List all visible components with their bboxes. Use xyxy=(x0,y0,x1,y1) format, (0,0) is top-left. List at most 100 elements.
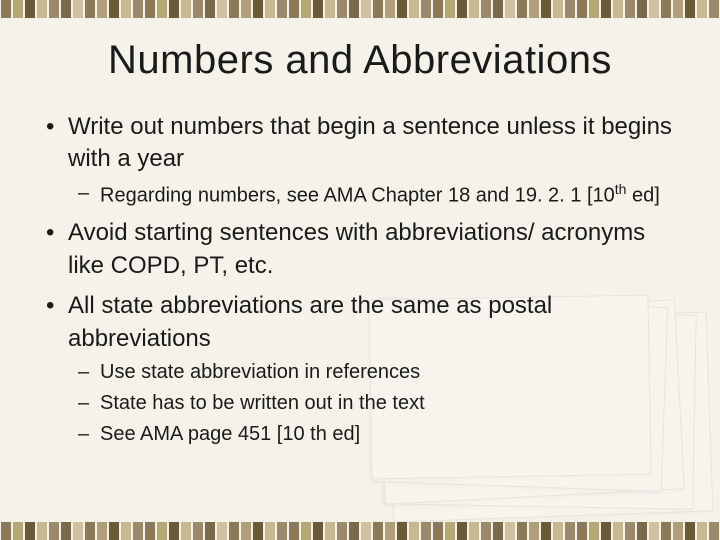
border-stripe xyxy=(313,522,323,540)
bullet-text: Avoid starting sentences with abbreviati… xyxy=(68,217,680,282)
border-stripe xyxy=(265,0,275,18)
border-stripe xyxy=(25,522,35,540)
border-stripe xyxy=(625,522,635,540)
border-stripe xyxy=(517,522,527,540)
border-stripe xyxy=(313,0,323,18)
bullet-text: Regarding numbers, see AMA Chapter 18 an… xyxy=(100,180,680,210)
border-stripe xyxy=(157,0,167,18)
border-stripe xyxy=(133,0,143,18)
border-stripe xyxy=(337,0,347,18)
border-stripe xyxy=(661,0,671,18)
border-stripe xyxy=(85,522,95,540)
border-stripe xyxy=(349,522,359,540)
bullet-level-2: –State has to be written out in the text xyxy=(78,390,680,417)
border-stripe xyxy=(649,522,659,540)
border-stripe xyxy=(541,0,551,18)
border-stripe xyxy=(673,522,683,540)
border-stripe xyxy=(133,522,143,540)
border-stripe xyxy=(565,0,575,18)
border-stripe xyxy=(37,522,47,540)
border-stripe xyxy=(433,522,443,540)
border-stripe xyxy=(277,0,287,18)
border-stripe xyxy=(361,522,371,540)
border-stripe xyxy=(121,0,131,18)
border-stripe xyxy=(385,522,395,540)
border-stripe xyxy=(241,522,251,540)
border-stripe xyxy=(445,522,455,540)
bullet-dot-icon: • xyxy=(40,217,68,282)
border-stripe xyxy=(253,0,263,18)
border-stripe xyxy=(565,522,575,540)
bullet-list: •Write out numbers that begin a sentence… xyxy=(40,111,680,448)
border-stripe xyxy=(265,522,275,540)
border-stripe xyxy=(505,0,515,18)
border-stripe xyxy=(517,0,527,18)
border-stripe xyxy=(613,522,623,540)
border-stripe xyxy=(601,0,611,18)
border-stripe xyxy=(301,0,311,18)
border-stripe xyxy=(217,522,227,540)
bullet-level-1: •Write out numbers that begin a sentence… xyxy=(40,111,680,176)
border-stripe xyxy=(685,522,695,540)
border-stripe xyxy=(49,522,59,540)
border-stripe xyxy=(637,0,647,18)
border-stripe xyxy=(1,0,11,18)
border-stripe xyxy=(277,522,287,540)
bullet-dash-icon: – xyxy=(78,359,100,386)
bullet-text: See AMA page 451 [10 th ed] xyxy=(100,421,680,448)
border-stripe xyxy=(97,0,107,18)
border-stripe xyxy=(349,0,359,18)
border-stripe xyxy=(289,0,299,18)
border-stripe xyxy=(301,522,311,540)
border-stripe xyxy=(685,0,695,18)
border-stripe xyxy=(541,522,551,540)
border-stripe xyxy=(217,0,227,18)
border-stripe xyxy=(493,522,503,540)
border-stripe xyxy=(85,0,95,18)
border-stripe xyxy=(205,0,215,18)
bullet-text: Write out numbers that begin a sentence … xyxy=(68,111,680,176)
border-stripe xyxy=(697,522,707,540)
border-stripe xyxy=(181,522,191,540)
top-border xyxy=(0,0,720,18)
border-stripe xyxy=(601,522,611,540)
border-stripe xyxy=(37,0,47,18)
border-stripe xyxy=(145,522,155,540)
bottom-border xyxy=(0,522,720,540)
border-stripe xyxy=(229,522,239,540)
border-stripe xyxy=(577,522,587,540)
border-stripe xyxy=(673,0,683,18)
border-stripe xyxy=(577,0,587,18)
bullet-level-1: •Avoid starting sentences with abbreviat… xyxy=(40,217,680,282)
border-stripe xyxy=(325,522,335,540)
border-stripe xyxy=(421,522,431,540)
border-stripe xyxy=(481,0,491,18)
border-stripe xyxy=(589,522,599,540)
border-stripe xyxy=(385,0,395,18)
border-stripe xyxy=(469,0,479,18)
border-stripe xyxy=(205,522,215,540)
border-stripe xyxy=(229,0,239,18)
border-stripe xyxy=(325,0,335,18)
border-stripe xyxy=(121,522,131,540)
bullet-level-2: –Use state abbreviation in references xyxy=(78,359,680,386)
border-stripe xyxy=(637,522,647,540)
border-stripe xyxy=(613,0,623,18)
border-stripe xyxy=(373,522,383,540)
bullet-dot-icon: • xyxy=(40,290,68,355)
border-stripe xyxy=(457,522,467,540)
border-stripe xyxy=(49,0,59,18)
border-stripe xyxy=(361,0,371,18)
bullet-dash-icon: – xyxy=(78,390,100,417)
border-stripe xyxy=(337,522,347,540)
border-stripe xyxy=(25,0,35,18)
border-stripe xyxy=(661,522,671,540)
border-stripe xyxy=(553,0,563,18)
border-stripe xyxy=(397,0,407,18)
border-stripe xyxy=(589,0,599,18)
border-stripe xyxy=(73,522,83,540)
border-stripe xyxy=(109,0,119,18)
border-stripe xyxy=(649,0,659,18)
slide-content: Numbers and Abbreviations •Write out num… xyxy=(0,18,720,522)
border-stripe xyxy=(481,522,491,540)
